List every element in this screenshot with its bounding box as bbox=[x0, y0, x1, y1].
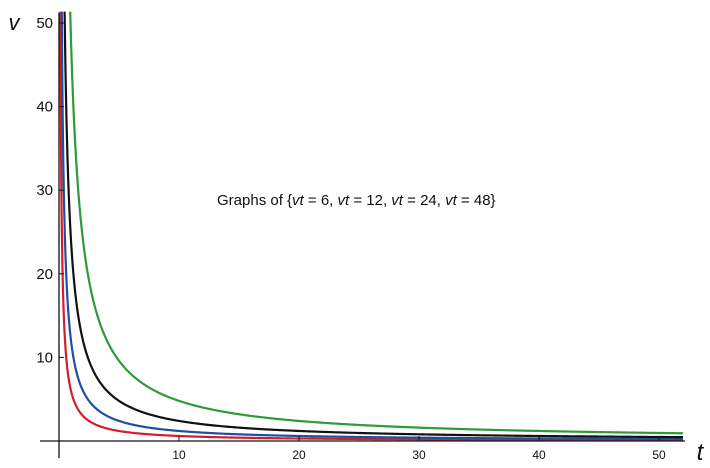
y-tick-label: 30 bbox=[36, 182, 53, 199]
annotation-prefix: Graphs of { bbox=[217, 192, 292, 209]
annotation-variable: vt bbox=[391, 192, 404, 209]
x-tick-label: 40 bbox=[532, 448, 546, 462]
annotation-separator: , bbox=[383, 192, 391, 209]
series-line-vt-6 bbox=[59, 11, 684, 441]
axes-group bbox=[40, 12, 685, 458]
x-tick-label: 30 bbox=[412, 448, 426, 462]
chart-annotation: Graphs of {vt = 6, vt = 12, vt = 24, vt … bbox=[217, 192, 496, 209]
x-tick-label: 50 bbox=[652, 448, 666, 462]
annotation-suffix: } bbox=[491, 192, 496, 209]
x-tick-label: 10 bbox=[172, 448, 186, 462]
series-line-vt-48 bbox=[69, 11, 684, 435]
x-tick-label: 20 bbox=[292, 448, 306, 462]
annotation-variable: vt bbox=[292, 192, 305, 209]
annotation-variable: vt bbox=[338, 192, 351, 209]
annotation-value: = 6 bbox=[304, 192, 329, 209]
annotation-variable: vt bbox=[445, 192, 458, 209]
series-line-vt-24 bbox=[63, 11, 684, 439]
y-axis-label: v bbox=[9, 10, 22, 35]
annotation-separator: , bbox=[329, 192, 337, 209]
annotation-value: = 24 bbox=[403, 192, 437, 209]
y-tick-label: 10 bbox=[36, 349, 53, 366]
series-line-vt-12 bbox=[60, 11, 684, 441]
curves-group bbox=[59, 11, 684, 441]
y-tick-label: 20 bbox=[36, 266, 53, 283]
annotation-value: = 48 bbox=[457, 192, 491, 209]
annotation-separator: , bbox=[437, 192, 445, 209]
ticks-group: 10 20 30 40 50 10 20 30 40 50 bbox=[36, 15, 666, 462]
y-tick-label: 50 bbox=[36, 15, 53, 32]
annotation-value: = 12 bbox=[349, 192, 383, 209]
y-tick-label: 40 bbox=[36, 99, 53, 116]
x-axis-label: t bbox=[697, 439, 705, 463]
